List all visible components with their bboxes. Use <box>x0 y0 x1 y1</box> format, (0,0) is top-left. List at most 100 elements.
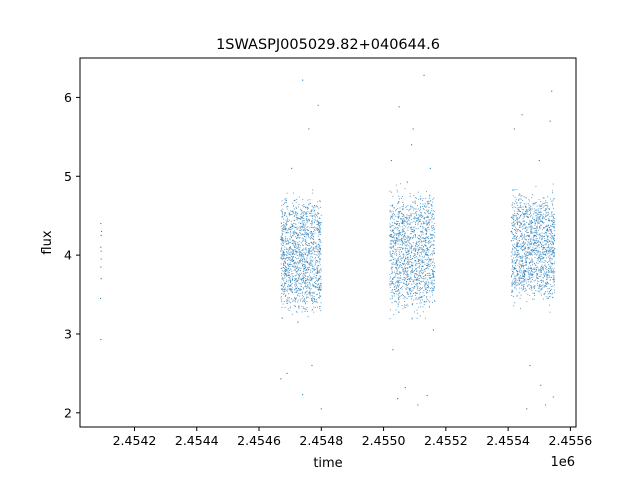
data-point <box>524 223 526 225</box>
data-point <box>412 271 414 274</box>
data-point <box>552 241 554 243</box>
data-point <box>544 284 546 286</box>
data-point <box>420 195 422 197</box>
data-point <box>408 266 410 269</box>
data-point <box>289 241 292 244</box>
data-point <box>397 243 399 245</box>
data-point <box>403 225 405 227</box>
data-point <box>547 249 549 251</box>
data-point <box>408 210 410 212</box>
data-point <box>398 298 400 301</box>
data-point <box>319 260 321 262</box>
data-point <box>523 276 526 278</box>
data-point <box>390 224 392 226</box>
data-point <box>415 276 417 279</box>
data-point <box>415 298 417 300</box>
data-point <box>283 253 285 255</box>
data-point <box>416 241 418 243</box>
data-point <box>301 263 303 265</box>
data-point <box>543 252 545 254</box>
data-point <box>297 235 299 237</box>
data-point <box>396 237 398 239</box>
data-point <box>543 209 545 212</box>
data-point <box>536 227 538 229</box>
data-point <box>422 203 424 205</box>
data-point <box>529 246 531 248</box>
data-point <box>418 262 420 265</box>
data-point <box>546 269 548 271</box>
data-point <box>284 198 286 200</box>
data-point <box>512 260 514 262</box>
data-point <box>398 293 400 295</box>
data-point <box>392 246 394 249</box>
data-point <box>315 286 317 288</box>
data-point <box>420 258 422 260</box>
data-point <box>528 210 530 212</box>
data-point <box>307 199 309 201</box>
data-point <box>430 259 432 261</box>
data-point <box>536 272 538 274</box>
data-point <box>393 314 395 316</box>
data-point <box>305 308 307 311</box>
data-point <box>313 273 316 275</box>
data-point <box>286 243 288 245</box>
data-point <box>522 275 524 277</box>
data-point <box>293 250 295 252</box>
data-point <box>409 290 411 292</box>
data-point <box>430 254 432 256</box>
data-point <box>389 283 391 285</box>
data-point <box>534 220 536 222</box>
data-point <box>396 233 399 235</box>
data-point <box>299 261 302 263</box>
data-point <box>391 243 393 245</box>
data-point <box>297 288 299 290</box>
data-point <box>406 222 408 224</box>
x-tick-label: 2.4552 <box>424 433 468 448</box>
data-point <box>399 246 401 249</box>
data-point <box>513 225 515 227</box>
data-point <box>415 291 417 294</box>
data-point <box>315 301 317 303</box>
data-point <box>533 202 535 204</box>
data-point <box>529 278 531 280</box>
data-point <box>303 297 306 300</box>
data-point <box>526 229 528 231</box>
data-point <box>283 242 285 244</box>
data-point <box>320 233 322 235</box>
data-point <box>425 238 427 240</box>
data-point <box>533 286 536 288</box>
data-point <box>288 240 290 242</box>
data-point <box>395 215 397 217</box>
data-point <box>549 271 551 273</box>
data-point <box>289 246 291 249</box>
data-point <box>310 271 312 273</box>
data-point <box>537 215 539 217</box>
data-point <box>287 251 289 253</box>
data-point <box>295 251 297 253</box>
data-point <box>529 200 531 202</box>
data-point <box>547 261 549 264</box>
data-point <box>290 285 292 288</box>
data-point <box>413 311 416 313</box>
data-point <box>544 260 546 262</box>
data-point <box>392 261 394 263</box>
data-point <box>518 217 520 219</box>
data-point <box>528 223 530 225</box>
data-point <box>299 225 301 228</box>
data-point <box>513 206 515 208</box>
data-point <box>422 236 424 239</box>
data-point <box>531 271 534 273</box>
data-point <box>424 300 426 302</box>
data-point <box>524 254 526 256</box>
data-point <box>550 262 552 264</box>
data-point <box>397 201 399 203</box>
data-point <box>545 251 547 253</box>
data-point <box>292 273 294 275</box>
data-point <box>532 248 534 250</box>
data-point <box>280 250 282 252</box>
data-point <box>426 274 428 277</box>
data-point <box>536 209 538 211</box>
data-point <box>549 279 551 281</box>
data-point <box>427 279 429 281</box>
data-point <box>409 224 411 226</box>
